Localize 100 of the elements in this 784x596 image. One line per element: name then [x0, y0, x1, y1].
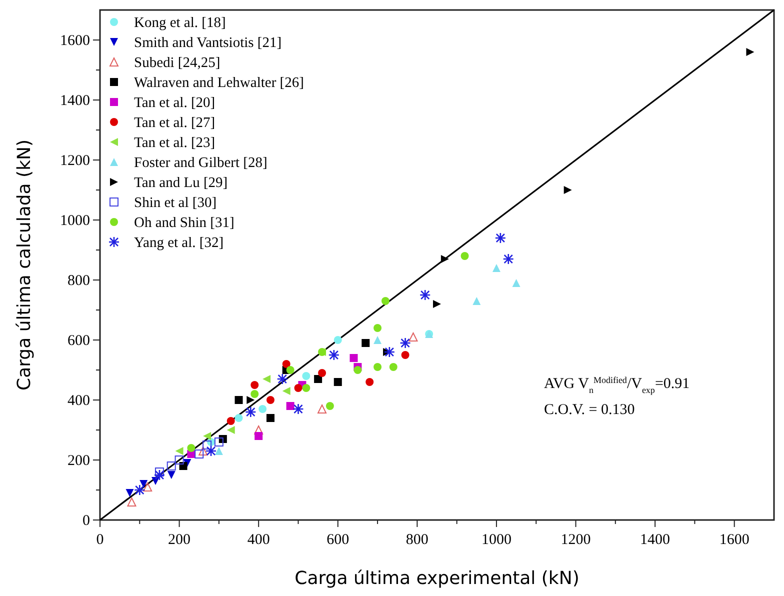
y-tick-label: 200 [68, 453, 90, 469]
x-tick-label: 1200 [560, 532, 591, 548]
point [198, 446, 208, 456]
y-tick-label: 1200 [60, 153, 90, 169]
point [389, 363, 398, 371]
point [202, 440, 212, 450]
point [294, 384, 302, 392]
x-tick-label: 400 [247, 532, 270, 548]
point [127, 498, 136, 506]
point [286, 366, 294, 374]
point [250, 390, 259, 398]
point [266, 414, 274, 422]
x-tick-label: 1000 [481, 532, 512, 548]
point [194, 450, 204, 458]
point [254, 426, 264, 434]
point [166, 462, 176, 470]
point [187, 444, 196, 452]
point [167, 471, 176, 479]
legend-label: Tan et al. [27] [134, 115, 216, 131]
point [245, 406, 256, 418]
point [354, 366, 362, 374]
y-tick-label: 800 [68, 273, 90, 289]
point [154, 468, 164, 476]
point [746, 48, 754, 56]
legend-label: Tan et al. [20] [134, 95, 216, 111]
x-tick-label: 800 [406, 532, 428, 548]
point [374, 363, 382, 371]
point [460, 252, 469, 260]
legend-label: Oh and Shin [31] [134, 215, 234, 231]
point [318, 404, 327, 414]
y-tick-label: 400 [68, 393, 90, 409]
point [282, 360, 290, 368]
point [512, 279, 520, 287]
annotation: AVG V$_{n}$$^{Modified}$/V$_{exp}$=0.91 [544, 375, 690, 395]
point [258, 405, 267, 413]
point [254, 432, 263, 440]
point [292, 403, 304, 415]
legend-label: Tan et al. [23] [134, 135, 216, 151]
point [143, 482, 152, 492]
point [314, 375, 322, 383]
y-tick-label: 0 [82, 513, 90, 529]
point [214, 447, 223, 455]
point [502, 253, 514, 265]
y-tick-label: 1400 [60, 93, 90, 109]
point [384, 346, 396, 358]
point [226, 426, 235, 434]
point [250, 381, 259, 389]
point [374, 324, 382, 332]
legend-label: Smith and Vantsiotis [21] [134, 35, 282, 51]
x-axis-title: Carga última experimental (kN) [294, 568, 580, 589]
point [334, 378, 342, 386]
point [126, 489, 134, 497]
point [302, 384, 310, 392]
point [494, 232, 506, 244]
point [154, 469, 166, 481]
y-tick-label: 600 [68, 333, 90, 349]
point [401, 351, 410, 359]
point [334, 336, 342, 344]
point [276, 373, 288, 385]
legend-label: Tan and Lu [29] [134, 175, 228, 191]
point [246, 396, 255, 404]
legend-label: Kong et al. [18] [134, 15, 226, 31]
point [214, 438, 224, 446]
x-tick-label: 200 [168, 532, 191, 548]
legend-label: Subedi [24,25] [134, 55, 220, 71]
point [174, 456, 184, 464]
point [408, 332, 418, 342]
x-tick-label: 1400 [640, 532, 670, 548]
point [140, 480, 148, 488]
point [203, 432, 212, 440]
point [326, 402, 334, 410]
x-tick-label: 0 [96, 532, 104, 548]
legend-label: Foster and Gilbert [28] [134, 155, 268, 171]
point [492, 264, 500, 272]
point [472, 297, 481, 305]
point [205, 445, 217, 457]
legend-label: Yang et al. [32] [134, 235, 224, 251]
point [226, 417, 235, 425]
point [302, 372, 310, 380]
x-tick-label: 1600 [719, 532, 750, 548]
y-axis-title: Carga última calculada (kN) [14, 140, 35, 390]
point [433, 300, 441, 308]
point [328, 349, 340, 361]
point [234, 414, 243, 422]
point [234, 396, 243, 404]
point [286, 402, 294, 410]
point [262, 375, 271, 383]
legend-label: Walraven and Lehwalter [26] [134, 75, 304, 91]
y-tick-label: 1600 [60, 33, 90, 49]
point [318, 369, 326, 377]
point [134, 484, 146, 496]
point [266, 396, 274, 404]
point [362, 339, 370, 347]
point [381, 297, 390, 305]
point [282, 387, 290, 395]
annotation: C.O.V. = 0.130 [544, 402, 635, 418]
legend-label: Shin et al [30] [134, 195, 217, 211]
point [350, 354, 358, 362]
point [564, 186, 572, 194]
point [366, 378, 374, 386]
